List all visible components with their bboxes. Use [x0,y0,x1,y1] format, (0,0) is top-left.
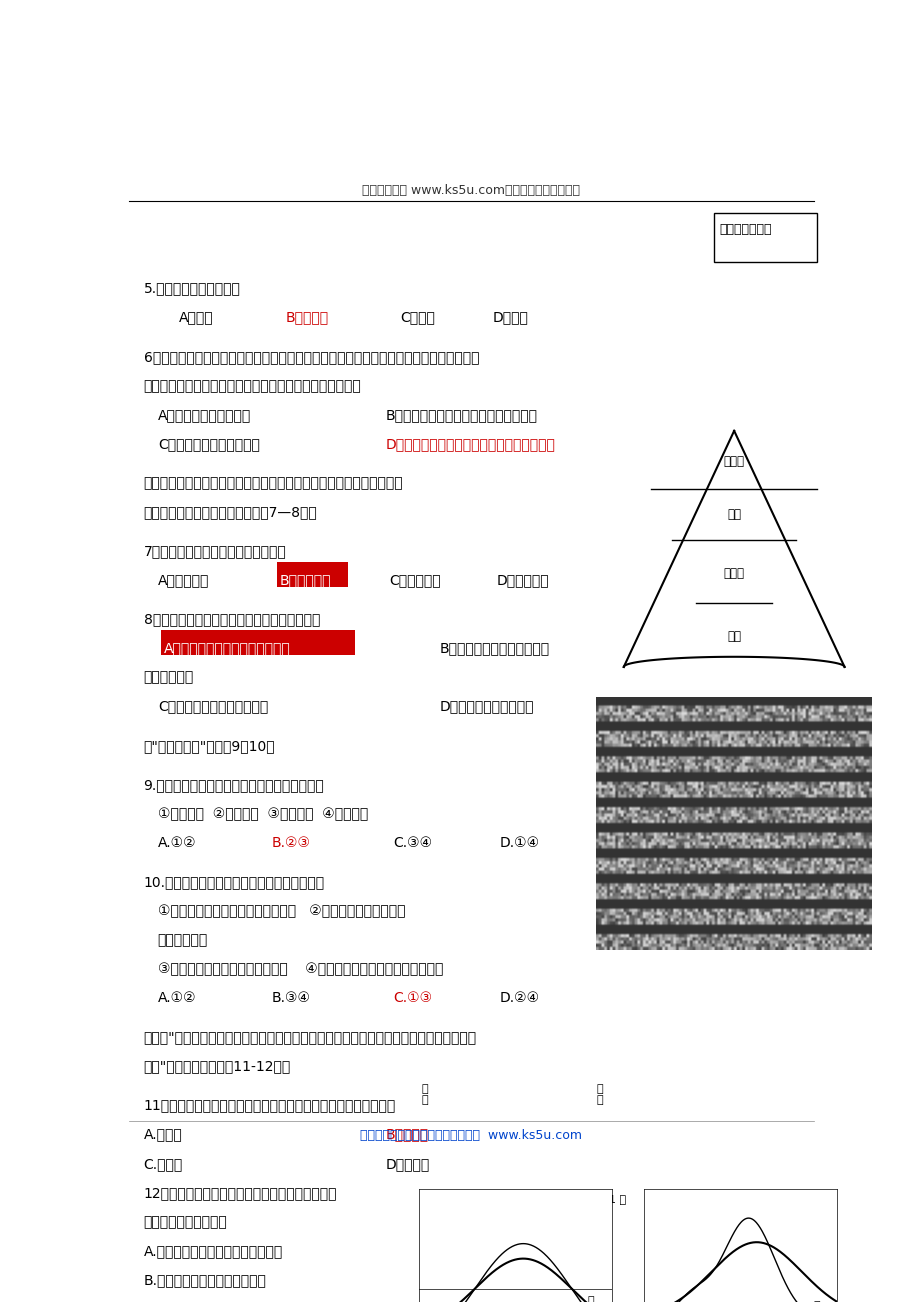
Text: 要原因分析，正确的是: 要原因分析，正确的是 [143,1215,227,1229]
Text: C.③④: C.③④ [392,836,432,850]
Text: D．浙江: D．浙江 [493,311,528,324]
Text: 意图"。读图，回答以下11-12题。: 意图"。读图，回答以下11-12题。 [143,1060,290,1074]
Text: B．黑龙江: B．黑龙江 [286,311,329,324]
Text: B.③④: B.③④ [272,991,311,1005]
Text: 毛竹: 毛竹 [726,508,741,521]
Text: D．太行山区: D．太行山区 [496,573,549,587]
Text: ①黄土高原  ②云贵高原  ③江南丘陵  ④华北平原: ①黄土高原 ②云贵高原 ③江南丘陵 ④华北平原 [158,807,368,820]
Text: D．乙和丙: D．乙和丙 [386,1156,430,1170]
Text: A．上海: A．上海 [179,311,213,324]
Text: 乙: 乙 [587,1295,594,1302]
Text: 右图为我国某地土地利用的结构图。根据你学过的对区域农业发展的分: 右图为我国某地土地利用的结构图。根据你学过的对区域农业发展的分 [143,477,403,490]
FancyBboxPatch shape [277,562,347,587]
Text: 气
温: 气 温 [422,1083,428,1105]
Text: B．光、热、水资源丰富，且: B．光、热、水资源丰富，且 [439,642,549,655]
Text: 1 月: 1 月 [434,1194,451,1204]
Text: B．大面积采用大棚技术，提高复种指数: B．大面积采用大棚技术，提高复种指数 [386,408,538,422]
Text: A．大量使用化肥、农药: A．大量使用化肥、农药 [158,408,251,422]
Text: 5.人均谷物产量最高的是: 5.人均谷物产量最高的是 [143,281,240,296]
Text: 12月: 12月 [738,1194,758,1204]
Text: 稻田: 稻田 [726,630,741,643]
Text: 12．下列关于三江平原湿地生态系统遭受破坏的主: 12．下列关于三江平原湿地生态系统遭受破坏的主 [143,1186,336,1200]
Text: B.环境污染，富营养化速度加剧: B.环境污染，富营养化速度加剧 [143,1273,267,1288]
Text: 9.根据图中景观判断，该地最有可能位于我国的: 9.根据图中景观判断，该地最有可能位于我国的 [143,777,323,792]
Text: 用柴林: 用柴林 [723,454,743,467]
Text: ①调整农业产业结构，发展多种经营   ②扩大水稻的种植面积，: ①调整农业产业结构，发展多种经营 ②扩大水稻的种植面积， [158,904,405,918]
Text: D.②④: D.②④ [500,991,539,1005]
Text: C．红壤广布，有机质含量高: C．红壤广布，有机质含量高 [158,699,267,713]
FancyBboxPatch shape [161,630,354,655]
Text: 没有气象灾害: 没有气象灾害 [143,671,194,685]
Text: 10.关于该地农业可持续发展的策略，正确的是: 10.关于该地农业可持续发展的策略，正确的是 [143,875,324,889]
Text: 析方法，结合自然地理知识，判断7—8题：: 析方法，结合自然地理知识，判断7—8题： [143,505,317,519]
Text: 高考资源网（ www.ks5u.com），您身边的高考专家: 高考资源网（ www.ks5u.com），您身边的高考专家 [362,185,580,198]
Text: C．增加劳动力，精耕细作: C．增加劳动力，精耕细作 [158,437,259,450]
Text: B．两广丘陵: B．两广丘陵 [279,573,331,587]
Text: 6．随着退耕还林、还草和湿地保护工程的实施，东北地区靠扩大耕地面积来增加粮食产量: 6．随着退耕还林、还草和湿地保护工程的实施，东北地区靠扩大耕地面积来增加粮食产量 [143,350,479,363]
Text: A．山东丘陵: A．山东丘陵 [158,573,209,587]
Text: 提高粮食产量: 提高粮食产量 [158,934,208,948]
Text: 11．图中反映人类活动对湿地破坏后的气温曲线、流量曲线分别是: 11．图中反映人类活动对湿地破坏后的气温曲线、流量曲线分别是 [143,1099,395,1113]
Text: D．水流湍急，利于发电: D．水流湍急，利于发电 [439,699,533,713]
Text: 流
量: 流 量 [596,1083,603,1105]
Text: C．辽东丘陵: C．辽东丘陵 [389,573,440,587]
Text: D.①④: D.①④ [500,836,539,850]
Text: B.②③: B.②③ [272,836,311,850]
Text: 下图为"人类活动破坏前后，东北三江平原湿地气温年变化及该区域内某河流流量年变化示: 下图为"人类活动破坏前后，东北三江平原湿地气温年变化及该区域内某河流流量年变化示 [143,1030,476,1044]
FancyBboxPatch shape [713,214,816,262]
Text: 欢迎广大教师踊跃来稿，稿酬丰厚。  www.ks5u.com: 欢迎广大教师踊跃来稿，稿酬丰厚。 www.ks5u.com [360,1129,582,1142]
Text: B．乙和丁: B．乙和丁 [386,1128,428,1142]
Text: 1 月: 1 月 [608,1194,626,1204]
Text: C．吉林: C．吉林 [400,311,435,324]
Text: A.土壤侵蚀，导致河流泥沙含量大增: A.土壤侵蚀，导致河流泥沙含量大增 [143,1243,282,1258]
Text: 单位面积谷物产: 单位面积谷物产 [719,224,771,237]
Text: A.①②: A.①② [158,991,196,1005]
Text: C.甲和丁: C.甲和丁 [143,1156,183,1170]
Text: A．土地类型多样，生物品种多样: A．土地类型多样，生物品种多样 [164,642,289,655]
Text: 读"某地景观图"，回答9～10题: 读"某地景观图"，回答9～10题 [143,738,275,753]
Text: 12月: 12月 [563,1194,584,1204]
Text: 8．关于该区农业资源的优势的叙述，正确的是: 8．关于该区农业资源的优势的叙述，正确的是 [143,612,320,626]
Text: ③发展农副产品加工，延长生产链    ④应用大型农业机械，发展立体农业: ③发展农副产品加工，延长生产链 ④应用大型农业机械，发展立体农业 [158,962,443,976]
Text: A.①②: A.①② [158,836,196,850]
Text: 7．从该结构图可以判断该区可能位于: 7．从该结构图可以判断该区可能位于 [143,544,286,559]
Text: 柑橘林: 柑橘林 [723,566,743,579]
Text: A.甲和丙: A.甲和丙 [143,1128,182,1142]
Text: C.①③: C.①③ [392,991,432,1005]
Text: D．大力发展农业科技，提高专业化生产水平: D．大力发展农业科技，提高专业化生产水平 [386,437,555,450]
Text: 的途径将受到限制。该地区增加粮食产量的合理途径应该是: 的途径将受到限制。该地区增加粮食产量的合理途径应该是 [143,379,361,393]
